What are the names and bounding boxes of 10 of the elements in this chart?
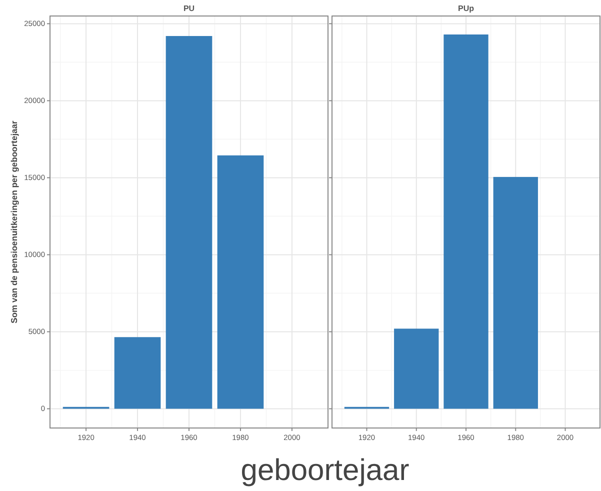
x-axis-title: geboortejaar [240, 454, 410, 487]
bar [394, 328, 439, 409]
bar [166, 36, 212, 409]
y-axis-title: Som van de pensioenuitkeringen per geboortejaar [9, 120, 19, 324]
bar [493, 176, 538, 409]
bar [114, 337, 161, 409]
chart-title: PUp [458, 4, 474, 13]
bar [444, 34, 488, 409]
bar [217, 155, 264, 409]
chart-title: PU [183, 4, 195, 13]
